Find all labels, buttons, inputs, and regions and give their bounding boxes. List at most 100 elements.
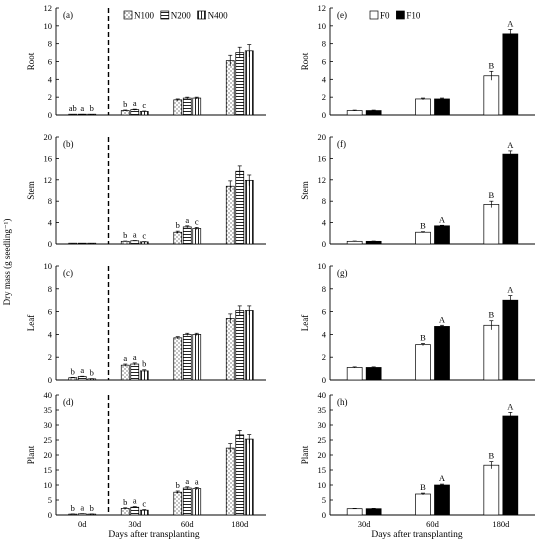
panel-label-d: (d)	[63, 397, 74, 407]
chart-panel-g: 0 2 4 6 8 10 Leaf (g) B A B A	[300, 261, 535, 385]
y-tick-label: 15	[44, 465, 53, 475]
bar-e-30d-F0	[346, 110, 363, 116]
significance-letter: b	[142, 359, 146, 369]
bar-a-180d-N100	[225, 60, 235, 116]
panel-label-g: (g)	[337, 268, 348, 278]
bar-d-60d-N200	[182, 487, 192, 516]
bar-d-180d-N100	[225, 447, 235, 516]
bar-h-30d-F10	[365, 508, 382, 516]
significance-letter: b	[123, 230, 127, 240]
y-tick-label: 40	[318, 390, 327, 400]
y-tick-label: 4	[322, 74, 327, 84]
significance-letter: a	[133, 98, 137, 108]
right-x-axis-label: Days after transplanting	[371, 529, 463, 540]
panel-label-b: (b)	[63, 139, 74, 149]
significance-letter: B	[488, 190, 494, 200]
bar-e-180d-F0	[483, 75, 500, 116]
y-tick-label: 0	[322, 110, 326, 120]
bar-c-60d-N400	[192, 334, 202, 381]
y-axis-label-e: Root	[300, 52, 310, 70]
y-tick-label: 0	[48, 110, 52, 120]
y-tick-label: 30	[44, 420, 53, 430]
chart-panel-h: 0 5 10 15 20 25 30 35 40 Plant (h) 30d B A 60d B A 180d	[300, 390, 535, 529]
legend-label-N100: N100	[134, 11, 154, 21]
significance-letter: a	[123, 353, 127, 363]
y-tick-label: 10	[318, 261, 327, 271]
bar-b-180d-N100	[225, 185, 235, 245]
bar-e-180d-F10	[502, 33, 519, 116]
significance-letter: A	[507, 401, 514, 411]
y-axis-label-b: Stem	[26, 181, 36, 200]
y-tick-label: 2	[322, 352, 326, 362]
y-tick-label: 20	[318, 450, 327, 460]
significance-letter: ab	[69, 103, 77, 113]
bar-h-30d-F0	[346, 508, 363, 516]
y-tick-label: 5	[322, 495, 326, 505]
y-tick-label: 6	[48, 307, 52, 317]
shared-y-axis-label: Dry mass (g seedling⁻¹)	[2, 219, 12, 306]
bar-a-30d-N100	[120, 110, 130, 116]
significance-letter: c	[195, 216, 199, 226]
y-tick-label: 2	[322, 92, 326, 102]
bar-a-180d-N200	[235, 52, 245, 116]
legend-label-N200: N200	[171, 11, 191, 21]
bar-b-60d-N200	[182, 226, 192, 245]
bar-b-30d-N400	[139, 241, 149, 245]
bar-c-180d-N200	[235, 310, 245, 381]
bar-a-180d-N400	[244, 50, 254, 116]
y-tick-label: 20	[318, 132, 327, 142]
significance-letter: a	[80, 103, 84, 113]
y-tick-label: 16	[44, 153, 53, 163]
bar-f-30d-F10	[365, 240, 382, 245]
left-x-axis-label: Days after transplanting	[108, 529, 200, 540]
panel-label-f: (f)	[337, 139, 346, 149]
y-tick-label: 8	[322, 39, 326, 49]
bar-a-30d-N400	[139, 111, 149, 116]
y-tick-label: 4	[322, 329, 327, 339]
significance-letter: b	[176, 480, 180, 490]
legend-label-N400: N400	[208, 11, 228, 21]
significance-letter: B	[420, 482, 426, 492]
significance-letter: a	[133, 230, 137, 240]
legend-swatch-F0	[369, 10, 379, 20]
significance-letter: A	[507, 285, 514, 295]
significance-letter: B	[488, 60, 494, 70]
y-tick-label: 8	[322, 196, 326, 206]
bar-e-30d-F10	[365, 110, 382, 116]
bar-g-60d-F0	[415, 344, 431, 381]
y-tick-label: 4	[48, 74, 53, 84]
x-tick-label: 30d	[358, 519, 372, 529]
bar-c-30d-N400	[139, 370, 149, 381]
x-tick-label: 30d	[128, 519, 142, 529]
bar-f-60d-F0	[415, 231, 431, 245]
bar-g-180d-F10	[502, 299, 519, 381]
significance-letter: A	[439, 314, 446, 324]
x-tick-label: 60d	[426, 519, 440, 529]
legend-swatch-N100	[123, 10, 133, 20]
y-axis-label-c: Leaf	[26, 315, 36, 331]
y-tick-label: 0	[322, 239, 326, 249]
y-axis-label-g: Leaf	[300, 315, 310, 331]
y-tick-label: 0	[48, 510, 52, 520]
y-tick-label: 8	[322, 284, 326, 294]
significance-letter: a	[185, 476, 189, 486]
x-tick-label: 60d	[181, 519, 195, 529]
y-tick-label: 12	[44, 3, 53, 13]
significance-letter: a	[80, 503, 84, 513]
chart-panel-f: 0 4 8 12 16 20 Stem (f) B A B A	[300, 132, 535, 249]
y-tick-label: 5	[48, 495, 52, 505]
y-axis-label-f: Stem	[300, 181, 310, 200]
significance-letter: c	[142, 499, 146, 509]
panel-label-c: (c)	[63, 268, 73, 278]
bar-h-180d-F10	[502, 415, 519, 516]
legend-label-F0: F0	[380, 11, 390, 21]
bar-h-60d-F10	[434, 484, 450, 516]
legend-swatch-N200	[160, 10, 170, 20]
bar-f-30d-F0	[346, 240, 363, 245]
bar-c-60d-N100	[173, 337, 183, 381]
y-tick-label: 10	[318, 21, 327, 31]
y-tick-label: 20	[44, 450, 53, 460]
y-tick-label: 12	[44, 175, 53, 185]
